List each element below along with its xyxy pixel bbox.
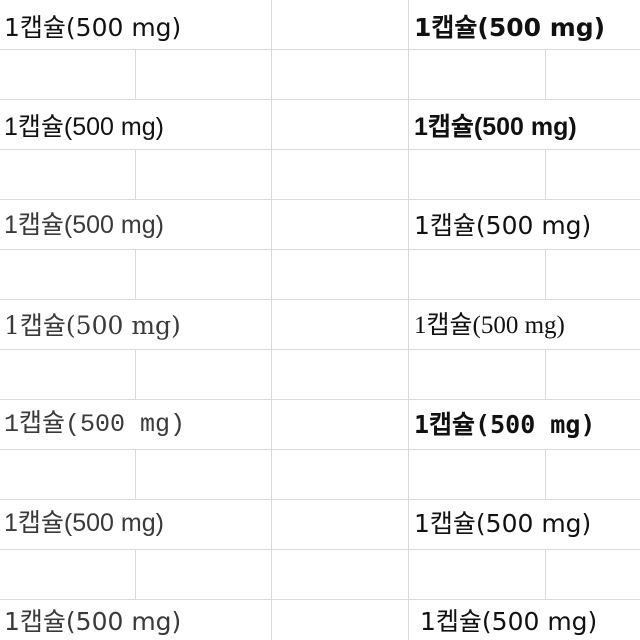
row-divider — [0, 99, 640, 100]
row-divider — [0, 449, 640, 450]
column-divider — [271, 0, 272, 640]
row-divider — [0, 199, 640, 200]
column-divider — [545, 349, 546, 399]
cell-row1-left[interactable]: 1캡슐(500 mg) — [4, 13, 182, 42]
cell-row4-right[interactable]: 1캡슐(500 mg) — [414, 312, 565, 339]
row-divider — [0, 399, 640, 400]
cell-row3-left[interactable]: 1캡슐(500 mg) — [4, 211, 164, 239]
cell-row1-right[interactable]: 1캡슐(500 mg) — [414, 13, 606, 42]
column-divider — [408, 0, 409, 640]
cell-row6-left[interactable]: 1캡슐(500 mg) — [4, 509, 164, 537]
cell-row7-left[interactable]: 1캡슐(500 mg) — [4, 607, 182, 636]
column-divider — [135, 149, 136, 199]
cell-row3-right[interactable]: 1캡슐(500 mg) — [414, 211, 592, 240]
cell-row7-right[interactable]: 1켑슐(500 mg) — [420, 607, 598, 636]
cell-row5-left[interactable]: 1캡슐(500 mg) — [4, 410, 186, 439]
column-divider — [135, 549, 136, 599]
cell-row2-left[interactable]: 1캡슐(500 mg) — [4, 113, 164, 141]
cell-row5-right[interactable]: 1캡슐(500 mg) — [414, 410, 596, 439]
row-divider — [0, 149, 640, 150]
row-divider — [0, 549, 640, 550]
column-divider — [135, 49, 136, 99]
cell-row6-right[interactable]: 1캡슐(500 mg) — [414, 509, 592, 538]
column-divider — [545, 149, 546, 199]
cell-row2-right[interactable]: 1캡슐(500 mg) — [414, 113, 577, 141]
column-divider — [545, 449, 546, 499]
column-divider — [135, 349, 136, 399]
row-divider — [0, 349, 640, 350]
cell-row4-left[interactable]: 1캡슐(500 mg) — [4, 311, 181, 340]
column-divider — [545, 549, 546, 599]
column-divider — [135, 449, 136, 499]
row-divider — [0, 249, 640, 250]
row-divider — [0, 299, 640, 300]
column-divider — [545, 49, 546, 99]
column-divider — [135, 249, 136, 299]
column-divider — [545, 249, 546, 299]
row-divider — [0, 49, 640, 50]
row-divider — [0, 499, 640, 500]
row-divider — [0, 599, 640, 600]
